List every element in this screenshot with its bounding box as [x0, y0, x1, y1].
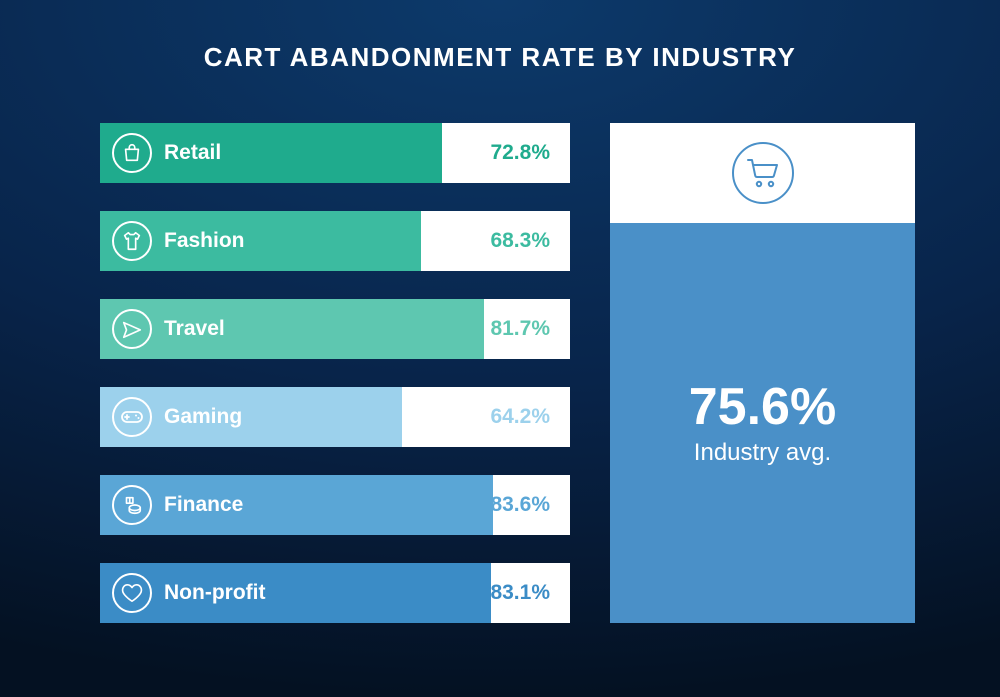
bars-column: Retail 72.8% Fashion 68.3% Travel 81.7% Gaming…: [100, 123, 570, 623]
bar-row: Fashion 68.3%: [100, 211, 570, 271]
bar-label: Finance: [164, 493, 243, 517]
bar-value: 81.7%: [490, 299, 550, 359]
avg-value: 75.6%: [689, 379, 836, 436]
bar-value: 68.3%: [490, 211, 550, 271]
bar-value: 64.2%: [490, 387, 550, 447]
avg-label: Industry avg.: [694, 439, 831, 467]
gamepad-icon: [112, 397, 152, 437]
bar-label: Gaming: [164, 405, 242, 429]
heart-icon: [112, 573, 152, 613]
industry-avg-card: 75.6% Industry avg.: [610, 123, 915, 623]
money-icon: [112, 485, 152, 525]
bar-row: Finance 83.6%: [100, 475, 570, 535]
bar-label: Travel: [164, 317, 225, 341]
shirt-icon: [112, 221, 152, 261]
bar-row: Gaming 64.2%: [100, 387, 570, 447]
avg-card-body: 75.6% Industry avg.: [610, 223, 915, 623]
bar-row: Non-profit 83.1%: [100, 563, 570, 623]
bar-fill: Travel: [100, 299, 484, 359]
bar-row: Travel 81.7%: [100, 299, 570, 359]
bar-fill: Retail: [100, 123, 442, 183]
bar-value: 72.8%: [490, 123, 550, 183]
bar-label: Non-profit: [164, 581, 265, 605]
avg-card-header: [610, 123, 915, 223]
plane-icon: [112, 309, 152, 349]
bar-value: 83.1%: [490, 563, 550, 623]
bar-label: Retail: [164, 141, 221, 165]
bar-fill: Finance: [100, 475, 493, 535]
bar-fill: Gaming: [100, 387, 402, 447]
cart-icon: [732, 142, 794, 204]
bar-value: 83.6%: [490, 475, 550, 535]
chart-title: CART ABANDONMENT RATE BY INDUSTRY: [0, 0, 1000, 73]
bag-icon: [112, 133, 152, 173]
bar-label: Fashion: [164, 229, 245, 253]
bar-fill: Non-profit: [100, 563, 491, 623]
bar-row: Retail 72.8%: [100, 123, 570, 183]
bar-fill: Fashion: [100, 211, 421, 271]
chart-content: Retail 72.8% Fashion 68.3% Travel 81.7% Gaming…: [0, 73, 1000, 623]
